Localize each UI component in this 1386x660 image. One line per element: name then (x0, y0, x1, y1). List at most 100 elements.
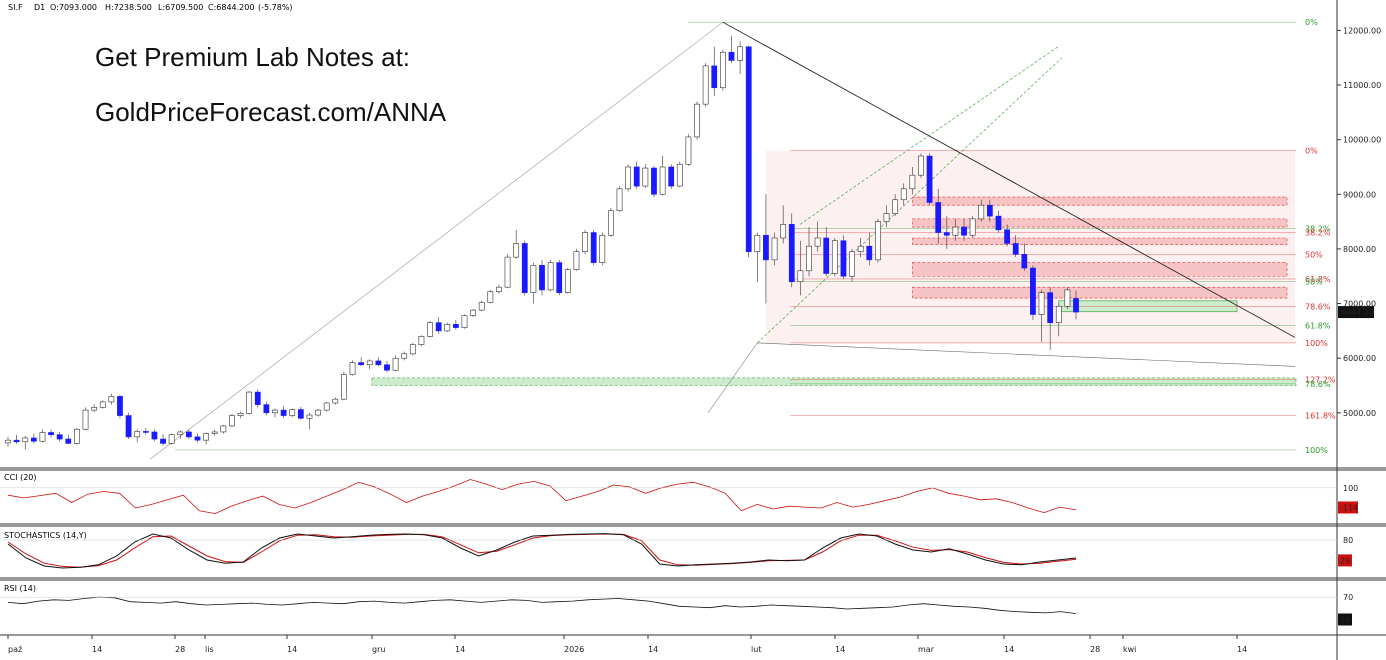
candle (530, 262, 537, 304)
cci-title: CCI (20) (4, 473, 37, 482)
candle (642, 164, 649, 188)
close-value: C:6844.200 (208, 3, 254, 12)
period-label: D1 (34, 3, 45, 12)
candle-body (883, 213, 890, 222)
fib-label: 100% (1305, 446, 1328, 455)
candle (969, 216, 976, 238)
candle (943, 216, 950, 249)
candle (384, 360, 390, 373)
candle (1012, 235, 1019, 258)
candle (1038, 289, 1045, 342)
fib-label: 161.8% (1305, 412, 1336, 421)
candle-body (1073, 298, 1079, 313)
candle (556, 259, 563, 296)
stoch-panel: STOCHASTICS (14,Y) 80 29 (0, 531, 1353, 569)
candle (1073, 290, 1079, 320)
fib-label: 61.8% (1305, 275, 1331, 284)
candle-body (306, 414, 313, 419)
candle-body (341, 374, 347, 400)
stoch-value-tag (1338, 554, 1352, 567)
candle-body (599, 234, 606, 263)
candle-body (711, 65, 718, 89)
stoch-y-axis: 80 29 (0, 536, 1353, 567)
candle (375, 357, 382, 367)
candle (39, 429, 46, 443)
cci-line (7, 479, 1077, 515)
y-tick-label: 6000.00 (1343, 354, 1376, 363)
candle-body (1004, 229, 1010, 244)
x-tick-label: 14 (1237, 645, 1247, 654)
candle-body (926, 155, 933, 203)
candle (866, 232, 873, 266)
candle-body (160, 438, 166, 444)
candle-body (513, 243, 520, 258)
candle-body (125, 415, 132, 438)
candle-body (177, 431, 184, 435)
candle-body (763, 234, 769, 261)
candle-body (823, 237, 830, 274)
candle-body (1012, 243, 1019, 255)
candle (676, 161, 683, 188)
resistance-box (912, 237, 1288, 245)
x-tick-label: 14 (455, 645, 465, 654)
cci-y-axis: 100 -114 (0, 484, 1358, 514)
candle-body (297, 409, 304, 419)
candle (220, 424, 227, 434)
symbol-label: SI.F (8, 3, 23, 12)
candle-body (806, 245, 812, 272)
time-x-axis: paź 14 28 lis 14 gru 14 2026 14 lut 14 mar 14 28 kwi 14 (7, 635, 1247, 654)
candle-body (470, 309, 476, 316)
candle-body (392, 357, 399, 371)
candle-body (375, 360, 382, 366)
fib-label: 50% (1305, 278, 1323, 287)
resistance-box (912, 286, 1288, 299)
stoch-k-line (7, 533, 1077, 569)
support-box-lower (371, 377, 1297, 386)
candle (616, 186, 623, 212)
candle-body (745, 46, 752, 252)
candle (272, 408, 278, 418)
y-tick-label: 10000.00 (1343, 136, 1381, 145)
rally-trendline (149, 21, 724, 460)
candle (401, 351, 408, 361)
candle-body (831, 240, 838, 274)
candle (237, 411, 244, 419)
resistance-box (912, 262, 1288, 277)
x-tick-label: 14 (92, 645, 102, 654)
candle-body (366, 360, 373, 366)
candle (651, 165, 657, 198)
stoch-d-line (7, 533, 1077, 568)
candle (125, 412, 132, 440)
resistance-box (912, 218, 1288, 228)
candle-body (142, 431, 149, 433)
candle (668, 164, 675, 189)
resistance-box (912, 196, 1288, 206)
promo-line-2[interactable]: GoldPriceForecast.com/ANNA (95, 97, 447, 127)
candle (323, 401, 330, 412)
candle (840, 235, 847, 279)
candle-body (943, 232, 950, 236)
fib-label: 78.6% (1305, 380, 1331, 389)
candle-body (590, 232, 597, 263)
candle-body (573, 251, 580, 270)
candle-body (780, 224, 787, 239)
candle (229, 413, 235, 428)
candle (435, 317, 442, 334)
candle-body (814, 237, 821, 247)
candle (1021, 243, 1028, 271)
candle (13, 434, 20, 444)
lower-trendline (757, 342, 1296, 367)
candle-body (702, 65, 709, 105)
candle-body (651, 167, 657, 195)
rsi-title: RSI (14) (4, 584, 36, 593)
candle-body (452, 324, 459, 328)
candle (797, 240, 804, 296)
candle-body (582, 232, 588, 252)
candle-body (668, 166, 675, 187)
x-tick-label: paź (8, 645, 22, 654)
candle (263, 401, 270, 416)
y-tick-label: 8000.00 (1343, 245, 1376, 254)
cci-value-tag (1338, 501, 1358, 514)
